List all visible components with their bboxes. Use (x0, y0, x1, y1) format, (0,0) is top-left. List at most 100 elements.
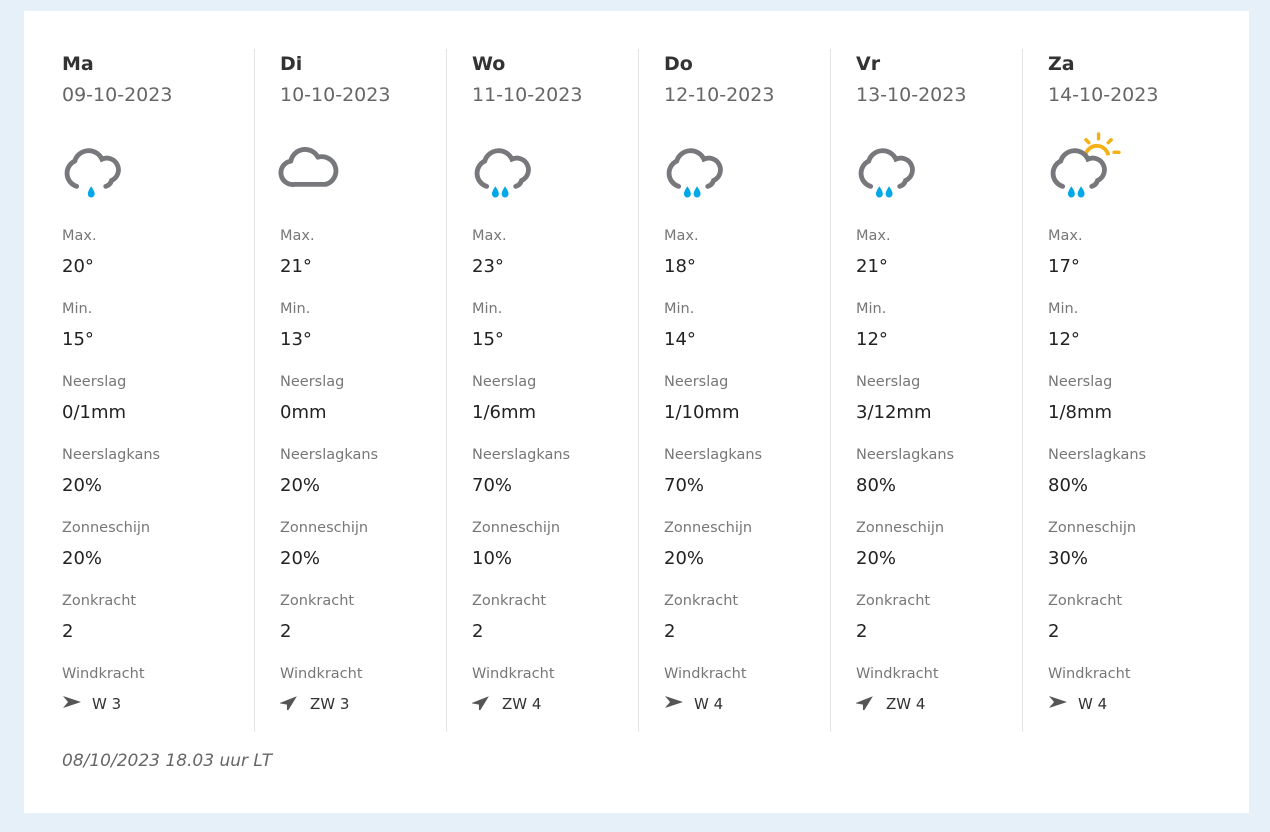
uv-value: 2 (62, 621, 74, 642)
day-name: Di (280, 53, 303, 75)
precip-chance-value: 80% (1048, 475, 1089, 496)
precip-value: 0mm (280, 402, 327, 423)
weather-icon-wrap (472, 110, 638, 228)
uv-label: Zonkracht (62, 593, 137, 609)
cloud-icon (278, 147, 339, 187)
day-date: 11-10-2023 (472, 84, 583, 106)
update-timestamp: 08/10/2023 18.03 uur LT (62, 751, 273, 771)
precip-chance-value: 20% (62, 475, 103, 496)
forecast-day-column: Ma 09-10-2023 Max. 20° Min. 15° Neerslag… (62, 49, 254, 732)
max-label: Max. (664, 228, 699, 244)
wind-label: Windkracht (472, 666, 555, 682)
wind-row: W 4 (1048, 688, 1214, 714)
uv-label: Zonkracht (856, 593, 931, 609)
precip-label: Neerslag (856, 374, 921, 390)
min-temp: 13° (280, 329, 312, 350)
sunshine-value: 10% (472, 548, 513, 569)
wind-value: W 3 (92, 695, 122, 713)
precip-chance-value: 70% (664, 475, 705, 496)
wind-row: ZW 4 (471, 688, 638, 714)
uv-label: Zonkracht (280, 593, 355, 609)
wind-direction-icon (855, 694, 886, 714)
precip-value: 1/8mm (1048, 402, 1113, 423)
wind-value: ZW 4 (502, 695, 542, 713)
max-label: Max. (1048, 228, 1083, 244)
sunshine-label: Zonneschijn (1048, 520, 1137, 536)
max-temp: 23° (472, 256, 504, 277)
forecast-columns: Ma 09-10-2023 Max. 20° Min. 15° Neerslag… (62, 49, 1214, 732)
day-date: 09-10-2023 (62, 84, 173, 106)
precip-chance-label: Neerslagkans (280, 447, 379, 463)
sunshine-label: Zonneschijn (280, 520, 369, 536)
forecast-day-column: Wo 11-10-2023 Max. 23° Min. 15° Neerslag… (446, 49, 638, 732)
uv-label: Zonkracht (664, 593, 739, 609)
precip-label: Neerslag (472, 374, 537, 390)
uv-value: 2 (280, 621, 292, 642)
min-temp: 15° (62, 329, 94, 350)
uv-value: 2 (472, 621, 484, 642)
min-label: Min. (664, 301, 695, 317)
wind-label: Windkracht (280, 666, 363, 682)
min-label: Min. (280, 301, 311, 317)
max-label: Max. (856, 228, 891, 244)
precip-chance-label: Neerslagkans (664, 447, 763, 463)
uv-value: 2 (664, 621, 676, 642)
cloud-rain-icon (474, 148, 531, 198)
max-label: Max. (280, 228, 315, 244)
wind-direction-icon (664, 694, 694, 714)
sunshine-label: Zonneschijn (664, 520, 753, 536)
precip-label: Neerslag (280, 374, 345, 390)
precip-chance-value: 20% (280, 475, 321, 496)
wind-label: Windkracht (1048, 666, 1131, 682)
min-temp: 15° (472, 329, 504, 350)
weather-icon-wrap (62, 110, 254, 228)
precip-label: Neerslag (664, 374, 729, 390)
sunshine-value: 20% (62, 548, 103, 569)
day-name: Ma (62, 53, 94, 75)
wind-row: W 3 (62, 688, 254, 714)
sun-cloud-rain-icon (1050, 132, 1121, 198)
wind-label: Windkracht (856, 666, 939, 682)
wind-row: W 4 (664, 688, 830, 714)
precip-label: Neerslag (1048, 374, 1113, 390)
precip-chance-value: 80% (856, 475, 897, 496)
sunshine-label: Zonneschijn (472, 520, 561, 536)
day-name: Wo (472, 53, 506, 75)
weather-icon-wrap (278, 110, 446, 228)
wind-direction-icon (62, 694, 92, 714)
max-temp: 18° (664, 256, 696, 277)
precip-chance-value: 70% (472, 475, 513, 496)
precip-value: 3/12mm (856, 402, 932, 423)
min-label: Min. (472, 301, 503, 317)
wind-label: Windkracht (664, 666, 747, 682)
weather-icon-wrap (856, 110, 1022, 228)
wind-direction-icon (279, 694, 310, 714)
forecast-day-column: Do 12-10-2023 Max. 18° Min. 14° Neerslag… (638, 49, 830, 732)
uv-value: 2 (1048, 621, 1060, 642)
precip-label: Neerslag (62, 374, 127, 390)
precip-value: 0/1mm (62, 402, 127, 423)
sunshine-value: 20% (664, 548, 705, 569)
wind-value: ZW 3 (310, 695, 350, 713)
wind-value: ZW 4 (886, 695, 926, 713)
cloud-rain-icon (666, 148, 723, 198)
sunshine-label: Zonneschijn (856, 520, 945, 536)
max-temp: 20° (62, 256, 94, 277)
precip-value: 1/6mm (472, 402, 537, 423)
precip-chance-label: Neerslagkans (856, 447, 955, 463)
min-label: Min. (1048, 301, 1079, 317)
sunshine-value: 20% (856, 548, 897, 569)
max-label: Max. (472, 228, 507, 244)
day-name: Vr (856, 53, 881, 75)
wind-direction-icon (471, 694, 502, 714)
min-temp: 12° (856, 329, 888, 350)
day-name: Do (664, 53, 693, 75)
day-date: 14-10-2023 (1048, 84, 1159, 106)
wind-value: W 4 (694, 695, 724, 713)
precip-value: 1/10mm (664, 402, 740, 423)
day-date: 13-10-2023 (856, 84, 967, 106)
min-temp: 14° (664, 329, 696, 350)
day-date: 10-10-2023 (280, 84, 391, 106)
wind-label: Windkracht (62, 666, 145, 682)
min-label: Min. (856, 301, 887, 317)
